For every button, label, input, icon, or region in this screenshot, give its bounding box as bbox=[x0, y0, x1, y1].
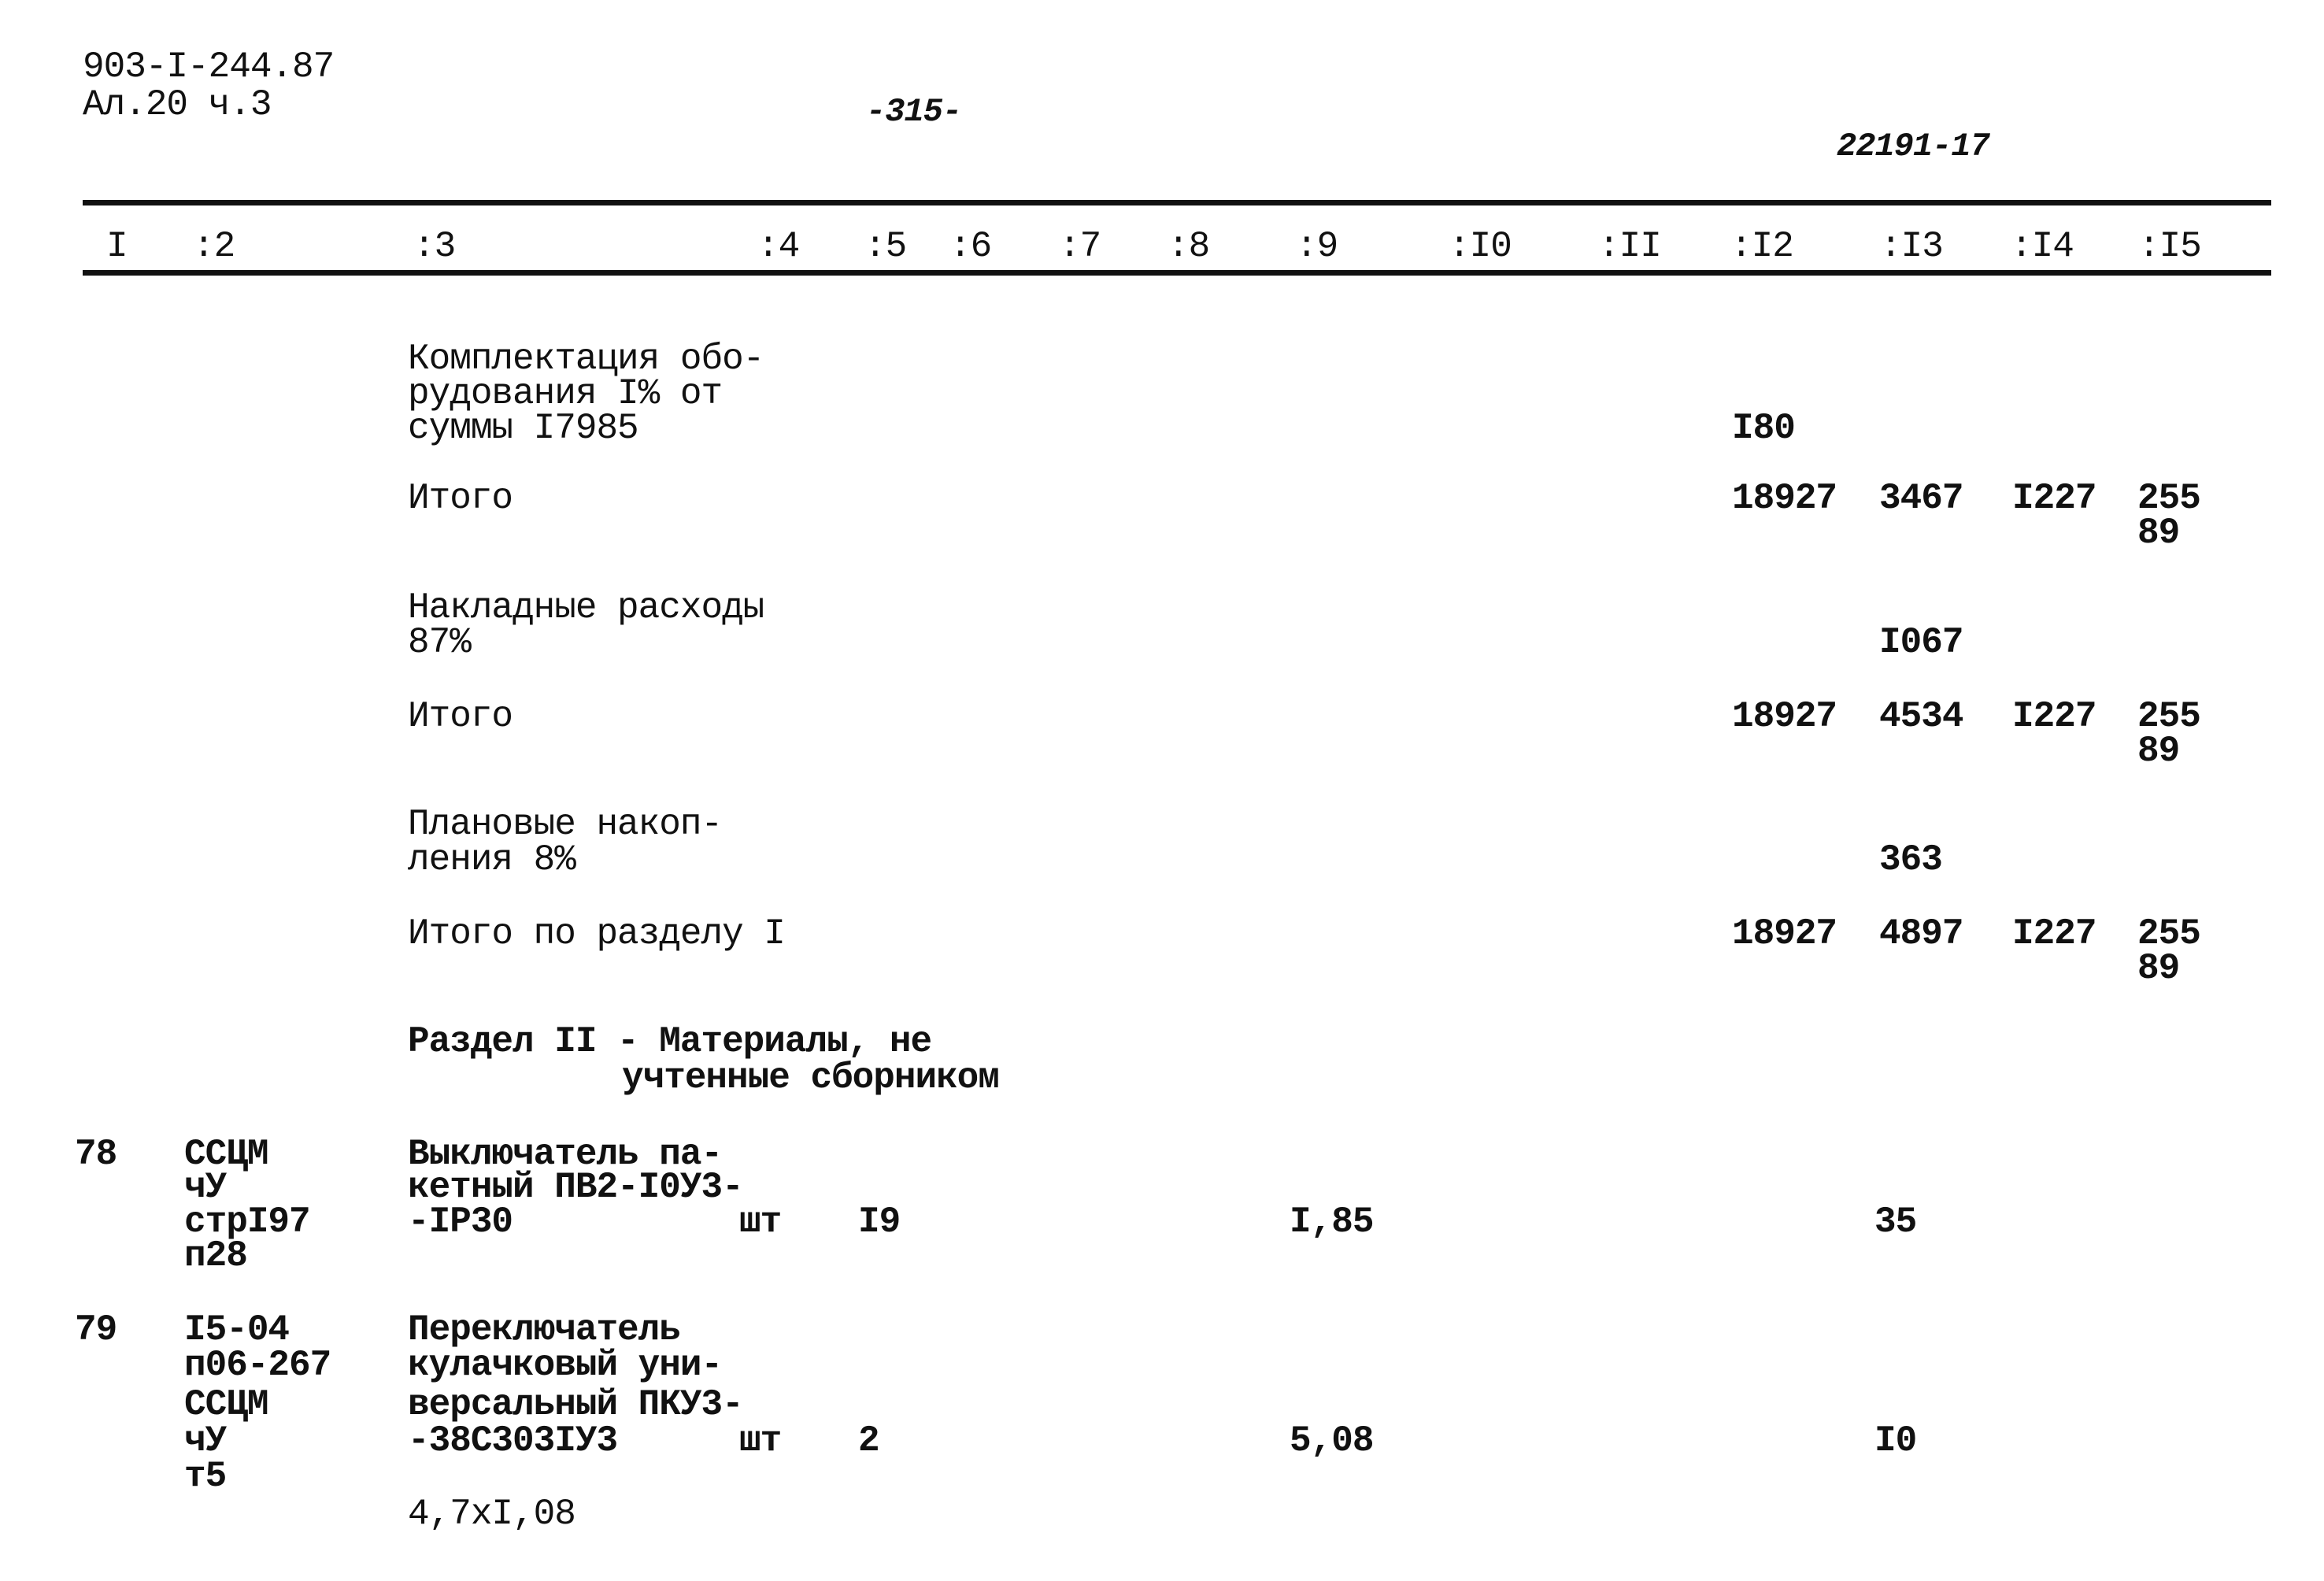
item-code: ССЦМ bbox=[184, 1384, 268, 1425]
row-label: Итого bbox=[408, 696, 513, 737]
item-number: 78 bbox=[75, 1134, 117, 1175]
col-header: :7 bbox=[1059, 226, 1101, 267]
row-text: ления 8% bbox=[408, 839, 576, 880]
col-header: :8 bbox=[1168, 226, 1210, 267]
cell-c14: I227 bbox=[2012, 478, 2096, 519]
row-text: Плановые накоп- bbox=[408, 804, 723, 845]
col-header: :II bbox=[1598, 226, 1662, 267]
item-code: п06-267 bbox=[184, 1345, 331, 1386]
row-text: Накладные расходы bbox=[408, 587, 764, 628]
section-title: Раздел II - Материалы, не bbox=[408, 1021, 932, 1062]
item-price: I,85 bbox=[1290, 1201, 1374, 1242]
cell-c13: 4534 bbox=[1879, 696, 1963, 737]
cell-c14: I227 bbox=[2012, 913, 2096, 954]
cell-c13: 363 bbox=[1879, 839, 1943, 880]
item-code: стрI97 bbox=[184, 1201, 311, 1242]
item-desc: -IP30 bbox=[408, 1201, 513, 1242]
header-rule-top bbox=[83, 200, 2271, 205]
item-calculation: 4,7xI,08 bbox=[408, 1494, 576, 1535]
cell-c15-cont: 89 bbox=[2137, 948, 2180, 989]
item-code: п28 bbox=[184, 1235, 248, 1276]
item-qty: 2 bbox=[858, 1420, 880, 1461]
cell-c12: 18927 bbox=[1732, 913, 1837, 954]
doc-code: 903-I-244.87 bbox=[83, 46, 335, 87]
col-header: :2 bbox=[193, 226, 235, 267]
cell-c13: 35 bbox=[1874, 1201, 1917, 1242]
row-text: рудования I% от bbox=[408, 373, 723, 414]
col-header: :I4 bbox=[2011, 226, 2074, 267]
col-header: :I2 bbox=[1730, 226, 1794, 267]
header-rule-bottom bbox=[83, 270, 2271, 276]
col-header: I bbox=[106, 226, 128, 267]
page-number: -315- bbox=[866, 93, 962, 131]
item-qty: I9 bbox=[858, 1201, 901, 1242]
col-header: :I5 bbox=[2138, 226, 2202, 267]
cell-c12: 18927 bbox=[1732, 696, 1837, 737]
cell-c12: I80 bbox=[1732, 408, 1796, 449]
row-label: Итого по разделу I bbox=[408, 913, 786, 954]
cell-c13: I067 bbox=[1879, 622, 1963, 663]
col-header: :3 bbox=[413, 226, 456, 267]
item-desc: кулачковый уни- bbox=[408, 1345, 723, 1386]
inventory-number: 22191-17 bbox=[1837, 128, 1990, 165]
item-desc: версальный ПКУ3- bbox=[408, 1384, 744, 1425]
item-unit: шт bbox=[739, 1420, 782, 1461]
row-text: Комплектация обо- bbox=[408, 339, 764, 380]
item-desc: Выключатель па- bbox=[408, 1134, 723, 1175]
cell-c15: 255 bbox=[2137, 696, 2201, 737]
col-header: :9 bbox=[1296, 226, 1338, 267]
item-code: чУ bbox=[184, 1420, 227, 1461]
col-header: :I0 bbox=[1449, 226, 1512, 267]
col-header: :4 bbox=[757, 226, 800, 267]
row-text: суммы I7985 bbox=[408, 408, 639, 449]
col-header: :I3 bbox=[1880, 226, 1944, 267]
cell-c15: 255 bbox=[2137, 913, 2201, 954]
cell-c15-cont: 89 bbox=[2137, 731, 2180, 772]
item-code: I5-04 bbox=[184, 1309, 290, 1350]
item-desc: -38С303IУ3 bbox=[408, 1420, 618, 1461]
item-code: т5 bbox=[184, 1456, 227, 1497]
item-code: ССЦМ bbox=[184, 1134, 268, 1175]
item-desc: Переключатель bbox=[408, 1309, 681, 1350]
cell-c13: 4897 bbox=[1879, 913, 1963, 954]
item-number: 79 bbox=[75, 1309, 117, 1350]
item-price: 5,08 bbox=[1290, 1420, 1374, 1461]
col-header: :5 bbox=[864, 226, 907, 267]
section-title-cont: учтенные сборником bbox=[622, 1057, 1000, 1098]
item-code: чУ bbox=[184, 1167, 227, 1208]
cell-c12: 18927 bbox=[1732, 478, 1837, 519]
row-label: Итого bbox=[408, 478, 513, 519]
col-header: :6 bbox=[949, 226, 992, 267]
cell-c13: 3467 bbox=[1879, 478, 1963, 519]
album-label: Ал.20 ч.3 bbox=[83, 84, 272, 125]
cell-c14: I227 bbox=[2012, 696, 2096, 737]
item-desc: кетный ПВ2-I0У3- bbox=[408, 1167, 744, 1208]
item-unit: шт bbox=[739, 1201, 782, 1242]
cell-c15: 255 bbox=[2137, 478, 2201, 519]
row-text: 87% bbox=[408, 622, 472, 663]
cell-c15-cont: 89 bbox=[2137, 513, 2180, 554]
cell-c13: I0 bbox=[1874, 1420, 1917, 1461]
